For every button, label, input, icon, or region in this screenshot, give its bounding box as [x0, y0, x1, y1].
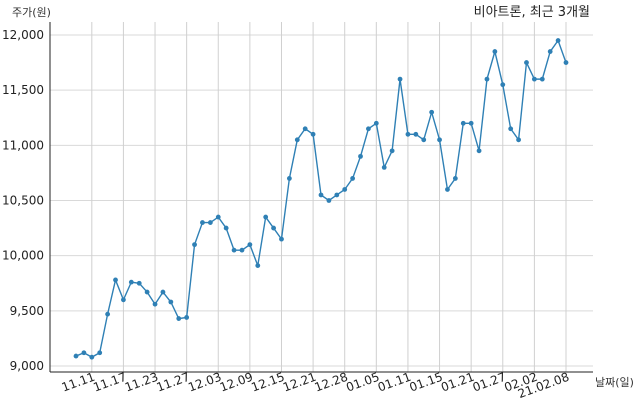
price-series — [73, 38, 569, 360]
data-point — [373, 120, 379, 126]
data-point — [152, 301, 158, 307]
y-tick-label: 11,500 — [2, 83, 44, 97]
data-point — [318, 192, 324, 198]
data-point — [286, 176, 292, 181]
data-point — [200, 220, 205, 225]
series-line — [75, 39, 567, 358]
data-point — [445, 187, 450, 192]
data-point — [136, 280, 142, 286]
data-point — [421, 137, 427, 143]
data-point — [508, 126, 514, 132]
y-tick-label: 12,000 — [2, 28, 44, 42]
data-point — [247, 242, 253, 248]
y-tick-label: 10,000 — [2, 249, 44, 263]
data-point — [160, 289, 166, 295]
data-point — [184, 315, 190, 320]
data-point — [223, 225, 229, 231]
data-point — [207, 220, 213, 225]
data-point — [460, 120, 466, 126]
data-point — [334, 192, 340, 198]
data-point — [452, 176, 458, 181]
data-point — [358, 153, 363, 159]
data-point — [279, 236, 284, 242]
data-point — [350, 176, 356, 181]
data-point — [326, 198, 332, 203]
y-tick-label: 9,000 — [10, 359, 44, 373]
data-point — [524, 60, 529, 65]
data-point — [547, 49, 553, 54]
data-point — [144, 289, 150, 295]
data-point — [429, 109, 435, 115]
data-point — [81, 350, 87, 356]
data-point — [73, 353, 79, 359]
data-point — [516, 137, 521, 143]
data-point — [492, 49, 498, 54]
data-point — [97, 350, 103, 356]
data-point — [302, 126, 308, 132]
y-axis-title: 주가(원) — [12, 6, 51, 19]
data-point — [468, 120, 474, 126]
data-point — [176, 316, 182, 321]
data-point — [310, 131, 316, 137]
data-point — [255, 263, 261, 268]
data-point — [271, 225, 276, 231]
data-point — [389, 148, 395, 154]
data-point — [192, 242, 197, 248]
data-point — [215, 214, 221, 220]
chart-title: 비아트론, 최근 3개월 — [474, 5, 590, 20]
data-point — [381, 165, 387, 170]
data-point — [437, 137, 442, 143]
x-axis-title: 날짜(일) — [595, 375, 634, 389]
data-point — [539, 76, 545, 82]
data-point — [263, 214, 269, 220]
data-point — [476, 148, 482, 154]
data-point — [168, 299, 174, 305]
data-point — [531, 76, 537, 82]
data-point — [500, 82, 506, 88]
data-point — [89, 354, 95, 360]
data-point — [294, 137, 300, 143]
data-point — [105, 311, 111, 317]
x-axis-ticks: 11.1111.1711.2311.2712.0312.0912.1512.21… — [60, 370, 571, 401]
data-point — [405, 131, 411, 137]
y-tick-label: 11,000 — [2, 138, 44, 152]
data-point — [342, 187, 348, 192]
data-point — [413, 131, 419, 137]
data-point — [239, 247, 245, 253]
y-axis-ticks: 9,000 9,500 10,000 10,500 11,000 11,500 12,000 — [2, 28, 44, 373]
data-point — [366, 126, 371, 132]
data-point — [231, 247, 237, 253]
data-point — [397, 76, 403, 82]
y-tick-label: 10,500 — [2, 194, 44, 208]
data-point — [121, 297, 126, 303]
data-point — [128, 279, 134, 285]
data-point — [484, 76, 490, 82]
gridlines — [50, 22, 593, 372]
data-point — [113, 277, 118, 283]
axes — [49, 22, 593, 373]
y-tick-label: 9,500 — [10, 304, 44, 318]
data-point — [563, 60, 569, 65]
data-point — [555, 38, 561, 43]
